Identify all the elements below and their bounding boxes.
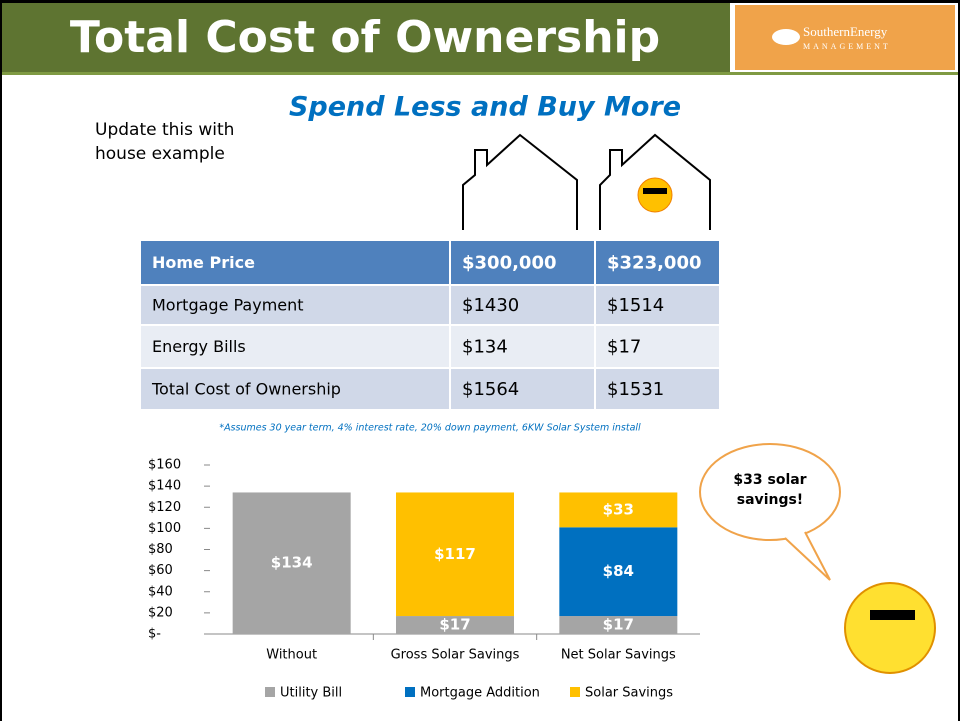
header-rule [0,72,960,75]
bar-segment [559,492,678,528]
subtitle: Spend Less and Buy More [289,92,681,123]
table-cell [139,239,451,286]
top-border [0,0,960,3]
table-header: $323,000 [607,253,702,274]
left-border [0,0,2,721]
right-border [958,0,960,721]
x-tick-label: Net Solar Savings [561,648,676,663]
legend-swatch [265,687,275,697]
y-tick-label: $120 [148,500,181,515]
title: Total Cost of Ownership [70,12,660,63]
table-text: $1531 [607,379,664,400]
table-cell [449,239,596,286]
bar-segment [559,616,678,634]
header-bar [0,0,730,72]
data-label: $17 [439,616,470,634]
sun-glasses [870,610,915,620]
sunglasses [643,188,667,194]
table-text: Energy Bills [152,337,246,356]
callout-tail [784,531,831,581]
y-tick-label: $160 [148,458,181,473]
table-text: $1564 [462,379,519,400]
legend-label: Utility Bill [280,686,342,701]
table-header: Home Price [152,253,255,272]
logo-icon [772,29,800,45]
table: Home Price $300,000 $323,000 Mortgage Payme… [139,239,721,411]
data-label: $134 [271,554,313,572]
legend-label: Mortgage Addition [420,686,540,701]
y-tick-label: $140 [148,479,181,494]
table-text: Total Cost of Ownership [151,380,341,399]
table-cell [594,367,721,411]
y-tick-label: $20 [148,605,173,620]
table-cell [139,367,451,411]
legend-label: Solar Savings [585,686,673,701]
sun-icon [637,177,673,213]
x-tick-label: Without [266,648,317,663]
data-label: $33 [603,500,634,518]
table-text: $1430 [462,295,519,316]
bar-segment [396,616,514,634]
table-text: $1514 [607,295,664,316]
table-text: $17 [607,337,641,358]
note-box: Update this with house example [95,120,235,164]
footnote: *Assumes 30 year term, 4% interest rate,… [219,423,641,434]
logo-box [735,5,955,70]
callout-box: $33 solar savings! [733,472,807,508]
house [462,133,578,230]
y-tick-label: $40 [148,584,173,599]
table-text: Mortgage Payment [152,296,304,315]
data-label: $17 [603,616,634,634]
x-tick-label: Gross Solar Savings [391,648,520,663]
table-text: $134 [462,337,508,358]
logo-sub: MANAGEMENT [803,42,891,51]
bar-segment [559,527,678,617]
solar-house [599,133,711,230]
table-header: $300,000 [462,253,557,274]
y-tick-label: $60 [148,563,173,578]
callout [699,443,841,541]
bar-segment [232,492,351,634]
bar-segment [396,492,514,617]
callout-text: $33 solar savings! [733,472,807,508]
data-label: $84 [603,562,634,580]
chart: $- $20 $40 $60 $80 $100 $120 $140 $160 Without $13… [148,458,700,701]
y-tick-label: $- [148,627,161,642]
y-tick-label: $100 [148,521,181,536]
y-tick-label: $80 [148,542,173,557]
legend-swatch [570,687,580,697]
legend-swatch [405,687,415,697]
table-cell [594,324,721,369]
note: Update this with house example [95,120,235,164]
table-cell [594,284,721,326]
table-cell [449,284,596,326]
sun-character [844,582,936,674]
logo-name: SouthernEnergy [803,24,888,39]
table-cell [139,284,451,326]
data-label: $117 [434,545,476,563]
